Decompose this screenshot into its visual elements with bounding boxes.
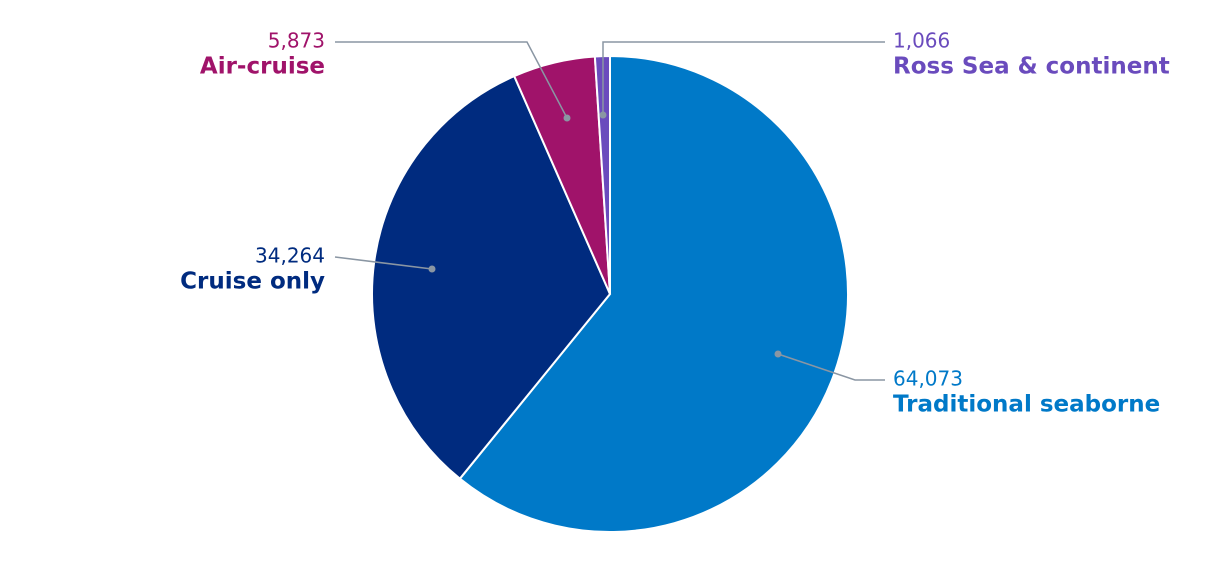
category-label: Cruise only	[180, 269, 325, 295]
value-label: 1,066	[893, 29, 950, 53]
category-label: Ross Sea & continent	[893, 54, 1170, 80]
leader-dot	[563, 114, 571, 122]
leader-line	[335, 41, 568, 119]
leader-dot	[428, 265, 436, 273]
category-label: Air-cruise	[200, 54, 325, 80]
leader-line	[777, 353, 885, 381]
leader-dot	[774, 350, 782, 358]
value-label: 34,264	[255, 244, 325, 268]
leader-line	[334, 256, 433, 270]
leader-dot	[599, 111, 607, 119]
category-label: Traditional seaborne	[893, 392, 1160, 418]
leader-line	[602, 41, 885, 115]
value-label: 64,073	[893, 367, 963, 391]
value-label: 5,873	[268, 29, 325, 53]
